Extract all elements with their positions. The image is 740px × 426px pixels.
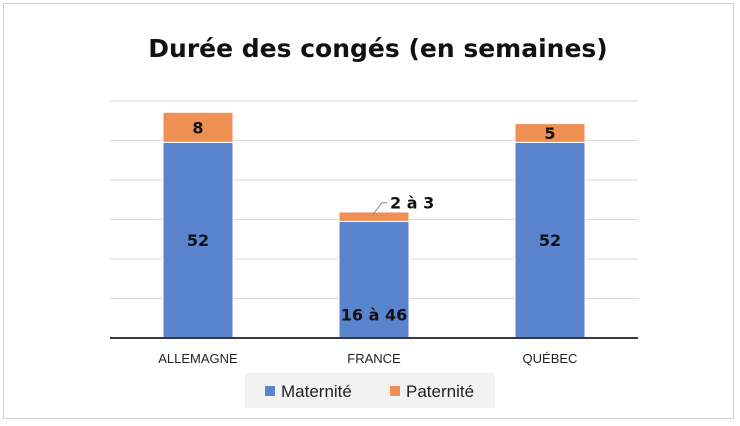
bar-paternite-0 [162, 111, 234, 143]
legend-swatch [390, 386, 400, 396]
data-label: 8 [192, 118, 203, 137]
legend-box [245, 373, 495, 408]
x-tick-labels: ALLEMAGNE FRANCE QUÉBEC [158, 351, 577, 366]
data-labels: 52 8 16 à 46 2 à 3 52 5 [187, 118, 561, 324]
data-label-leader [371, 202, 383, 216]
chart-title: Durée des congés (en semaines) [148, 34, 607, 63]
legend-entry: Paternité [406, 382, 474, 401]
x-tick-label: ALLEMAGNE [158, 351, 238, 366]
x-tick-label: QUÉBEC [523, 351, 578, 366]
x-tick-label: FRANCE [347, 351, 401, 366]
legend-swatch [265, 386, 275, 396]
legend: Maternité Paternité [245, 373, 495, 408]
chart-frame [3, 3, 734, 419]
data-label: 52 [187, 231, 209, 250]
bar-maternite-0 [162, 141, 234, 339]
bar-paternite-2 [514, 123, 586, 143]
bars [162, 111, 586, 339]
data-label: 16 à 46 [341, 306, 407, 325]
data-label: 2 à 3 [390, 194, 434, 213]
data-label: 5 [544, 124, 555, 143]
legend-entry: Maternité [281, 382, 352, 401]
data-label: 52 [539, 231, 561, 250]
bar-paternite-1 [338, 211, 410, 222]
